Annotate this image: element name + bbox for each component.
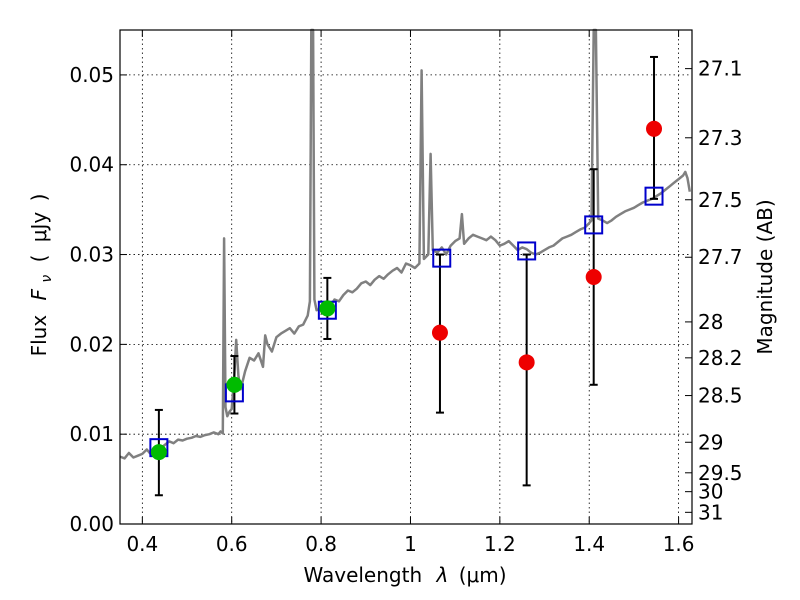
tick-layer bbox=[120, 30, 692, 525]
detection-point bbox=[319, 300, 336, 317]
y-tick-label: 0.05 bbox=[69, 63, 114, 87]
y2-tick-label: 27.5 bbox=[698, 188, 743, 212]
x-tick-label: 0.6 bbox=[216, 532, 248, 556]
y2-tick-label: 29 bbox=[698, 430, 723, 454]
x-axis-label: Wavelength λ (μm) bbox=[303, 563, 506, 587]
y-tick-label: 0.02 bbox=[69, 332, 114, 356]
y2-tick-label: 29.5 bbox=[698, 461, 743, 485]
x-tick-label: 1.6 bbox=[663, 532, 695, 556]
model-photometry-square bbox=[584, 215, 604, 235]
y2-tick-label: 27.7 bbox=[698, 245, 743, 269]
detection-point bbox=[431, 324, 448, 341]
y2-tick-label: 27.1 bbox=[698, 57, 743, 81]
tick-label-layer: 0.4 0.6 0.8 1 1.2 1.4 1.6 0.00 0.01 0.02 0.03 0.04 0… bbox=[69, 57, 742, 556]
detection-point bbox=[646, 120, 663, 137]
detection-point bbox=[226, 376, 243, 393]
model-photometry-square bbox=[432, 248, 452, 268]
y2-tick-label: 28 bbox=[698, 310, 723, 334]
y2-tick-label: 28.5 bbox=[698, 384, 743, 408]
y-axis-label: Flux F ν ( μJy ) bbox=[27, 194, 56, 357]
detection-points-layer bbox=[150, 120, 663, 461]
y-tick-label: 0.03 bbox=[69, 243, 114, 267]
plot-frame bbox=[119, 29, 693, 525]
model-photometry-square bbox=[644, 186, 664, 206]
x-tick-label: 0.8 bbox=[305, 532, 337, 556]
y2-tick-label: 27.3 bbox=[698, 126, 743, 150]
y-tick-label: 0.01 bbox=[69, 422, 114, 446]
sed-curve bbox=[119, 28, 692, 460]
sed-curve-layer bbox=[119, 28, 692, 460]
y2-tick-label: 28.2 bbox=[698, 346, 743, 370]
detection-point bbox=[585, 269, 602, 285]
x-tick-label: 1.2 bbox=[484, 532, 516, 556]
y-tick-label: 0.00 bbox=[69, 512, 114, 536]
y2-tick-label: 30 bbox=[698, 480, 723, 504]
x-tick-label: 1.4 bbox=[573, 532, 605, 556]
x-tick-label: 0.4 bbox=[126, 532, 158, 556]
x-tick-label: 1 bbox=[404, 532, 417, 556]
detection-point bbox=[518, 354, 535, 371]
y2-tick-label: 31 bbox=[698, 500, 723, 524]
y2-axis-label: Magnitude (AB) bbox=[753, 199, 777, 354]
y-tick-label: 0.04 bbox=[69, 153, 114, 177]
error-bar-layer bbox=[154, 55, 659, 497]
model-photometry-square bbox=[517, 241, 537, 261]
grid-layer bbox=[120, 30, 692, 525]
detection-point bbox=[150, 444, 167, 461]
